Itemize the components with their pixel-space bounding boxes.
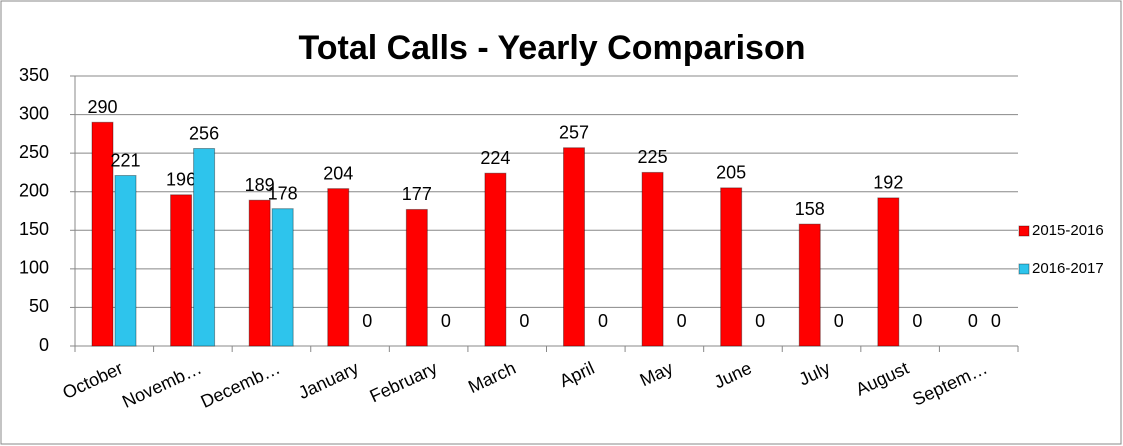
value-label: 196: [166, 170, 196, 190]
y-tick-label: 100: [19, 258, 49, 278]
bar: [114, 175, 137, 347]
value-label: 0: [441, 311, 451, 331]
y-tick-label: 300: [19, 103, 49, 123]
y-tick-label: 350: [19, 65, 49, 85]
value-label: 0: [912, 311, 922, 331]
value-label: 0: [834, 311, 844, 331]
value-label: 0: [598, 311, 608, 331]
bar: [327, 188, 350, 347]
value-label: 192: [873, 173, 903, 193]
bar: [641, 171, 664, 347]
value-label: 0: [968, 311, 978, 331]
bar: [405, 208, 428, 347]
bar: [798, 223, 821, 347]
y-tick-label: 50: [29, 296, 49, 316]
bar: [563, 147, 585, 347]
chart-title: Total Calls - Yearly Comparison: [298, 29, 805, 67]
value-label: 224: [480, 148, 510, 168]
value-label: 221: [110, 150, 140, 170]
bar: [248, 199, 271, 347]
bar: [170, 194, 193, 347]
bar: [484, 172, 507, 347]
bar: [271, 208, 294, 347]
value-label: 256: [189, 123, 219, 143]
bar: [720, 187, 743, 347]
y-tick-label: 200: [19, 180, 49, 200]
value-label: 225: [638, 147, 668, 167]
value-label: 205: [716, 163, 746, 183]
legend-label: 2016-2017: [1032, 260, 1104, 277]
y-tick-label: 150: [19, 219, 49, 239]
value-label: 257: [559, 122, 589, 142]
value-label: 0: [677, 311, 687, 331]
legend-swatch: [1018, 225, 1030, 237]
value-label: 158: [795, 199, 825, 219]
legend-swatch: [1018, 263, 1030, 275]
value-label: 0: [755, 311, 765, 331]
value-label: 204: [323, 163, 353, 183]
value-label: 290: [87, 97, 117, 117]
y-tick-label: 250: [19, 142, 49, 162]
value-label: 189: [245, 175, 275, 195]
bar: [193, 148, 216, 347]
bar: [91, 121, 114, 347]
value-label: 178: [268, 183, 298, 203]
value-label: 177: [402, 184, 432, 204]
value-label: 0: [362, 311, 372, 331]
y-tick-label: 0: [39, 335, 49, 355]
legend-label: 2015-2016: [1032, 222, 1104, 239]
bar: [877, 197, 900, 347]
value-label: 0: [519, 311, 529, 331]
value-label: 0: [991, 311, 1001, 331]
